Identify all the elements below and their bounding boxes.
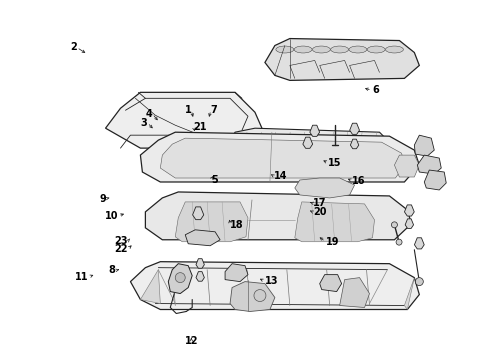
- Ellipse shape: [349, 46, 367, 53]
- Circle shape: [416, 278, 423, 285]
- Polygon shape: [394, 155, 419, 177]
- Text: 16: 16: [352, 176, 366, 186]
- Text: 21: 21: [194, 122, 207, 132]
- Ellipse shape: [276, 46, 294, 53]
- Text: 6: 6: [372, 85, 379, 95]
- Polygon shape: [185, 230, 220, 246]
- Text: 1: 1: [185, 105, 191, 115]
- Polygon shape: [230, 128, 390, 150]
- Polygon shape: [404, 205, 414, 216]
- Polygon shape: [141, 270, 160, 303]
- Polygon shape: [319, 275, 342, 292]
- Text: 15: 15: [328, 158, 342, 168]
- Text: 5: 5: [211, 175, 218, 185]
- Ellipse shape: [331, 46, 348, 53]
- Circle shape: [392, 222, 397, 228]
- Text: 2: 2: [70, 42, 76, 52]
- Polygon shape: [424, 170, 446, 190]
- Ellipse shape: [313, 46, 330, 53]
- Text: 14: 14: [274, 171, 288, 181]
- Polygon shape: [340, 278, 369, 307]
- Text: 23: 23: [114, 236, 128, 246]
- Polygon shape: [141, 132, 419, 182]
- Text: 20: 20: [313, 207, 327, 217]
- Polygon shape: [193, 207, 204, 220]
- Ellipse shape: [367, 46, 385, 53]
- Polygon shape: [310, 125, 319, 136]
- Ellipse shape: [386, 46, 403, 53]
- Polygon shape: [225, 264, 248, 282]
- Text: 18: 18: [230, 220, 244, 230]
- Polygon shape: [230, 282, 275, 311]
- Polygon shape: [160, 138, 405, 178]
- Polygon shape: [415, 238, 424, 249]
- Polygon shape: [175, 202, 248, 242]
- Text: 8: 8: [109, 265, 116, 275]
- Text: 19: 19: [325, 237, 339, 247]
- Text: 12: 12: [185, 336, 198, 346]
- Text: 13: 13: [265, 276, 278, 286]
- Polygon shape: [196, 272, 204, 281]
- Text: 22: 22: [114, 244, 128, 254]
- Polygon shape: [105, 92, 262, 148]
- Polygon shape: [404, 278, 415, 310]
- Polygon shape: [295, 178, 355, 198]
- Circle shape: [396, 239, 402, 245]
- Polygon shape: [303, 137, 313, 148]
- Polygon shape: [350, 123, 360, 134]
- Ellipse shape: [294, 46, 312, 53]
- Polygon shape: [265, 39, 419, 80]
- Text: 9: 9: [99, 194, 106, 204]
- Text: 7: 7: [211, 105, 218, 115]
- Text: 11: 11: [75, 272, 89, 282]
- Text: 4: 4: [146, 109, 152, 119]
- Text: 10: 10: [104, 211, 118, 221]
- Polygon shape: [415, 135, 434, 156]
- Text: 3: 3: [141, 118, 147, 128]
- Polygon shape: [417, 155, 441, 174]
- Polygon shape: [196, 259, 204, 268]
- Polygon shape: [146, 192, 412, 240]
- Polygon shape: [295, 202, 374, 242]
- Polygon shape: [350, 139, 359, 149]
- Polygon shape: [168, 264, 192, 293]
- Text: 17: 17: [313, 198, 327, 208]
- Circle shape: [254, 289, 266, 302]
- Polygon shape: [130, 262, 419, 310]
- Circle shape: [175, 273, 185, 283]
- Polygon shape: [405, 219, 414, 228]
